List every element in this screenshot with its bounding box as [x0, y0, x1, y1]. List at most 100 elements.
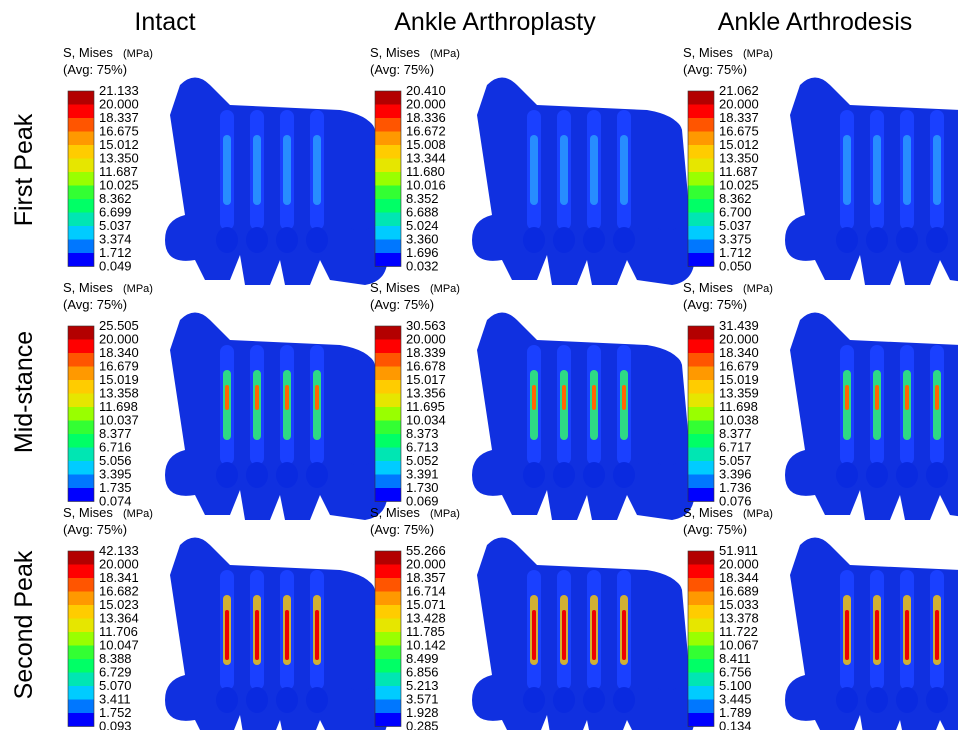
- metatarsal-head: [216, 227, 238, 253]
- metatarsal-head: [306, 462, 328, 488]
- legend-bin: [375, 488, 401, 502]
- stress-peak: [562, 610, 566, 660]
- metatarsal-head: [246, 462, 268, 488]
- legend-value: 18.340: [719, 345, 759, 360]
- legend-value: 0.069: [406, 494, 439, 509]
- legend-value: 1.789: [719, 705, 752, 720]
- stress-panel: S, Mises (MPa) (Avg: 75%) 55.26620.00018.35…: [370, 505, 695, 730]
- legend-bin: [68, 185, 94, 199]
- legend-value: 20.000: [406, 557, 446, 572]
- legend-bin: [688, 672, 714, 686]
- legend-value: 5.037: [99, 218, 132, 233]
- legend-value: 13.350: [719, 151, 759, 166]
- legend-bin: [688, 434, 714, 448]
- legend-bin: [68, 659, 94, 673]
- legend-bin: [68, 212, 94, 226]
- legend-bin: [688, 199, 714, 213]
- legend-value: 8.362: [719, 191, 752, 206]
- legend-bin: [688, 447, 714, 461]
- legend-value: 20.000: [406, 97, 446, 112]
- legend-bin: [68, 104, 94, 118]
- legend-bin: [68, 91, 94, 105]
- legend-value: 1.752: [99, 705, 132, 720]
- legend-unit: (MPa): [743, 283, 773, 295]
- legend-value: 16.679: [99, 359, 139, 374]
- legend-unit: (MPa): [743, 508, 773, 520]
- legend-averaging: (Avg: 75%): [683, 522, 747, 537]
- legend-title: S, Mises: [683, 45, 733, 60]
- legend-value: 42.133: [99, 543, 139, 558]
- legend-bin: [68, 393, 94, 407]
- metatarsal-head: [216, 687, 238, 713]
- legend-bin: [68, 447, 94, 461]
- legend-value: 1.712: [99, 245, 132, 260]
- stress-peak: [905, 385, 909, 410]
- legend-value: 16.678: [406, 359, 446, 374]
- legend-bin: [375, 474, 401, 488]
- legend-value: 15.033: [719, 597, 759, 612]
- stress-zone: [590, 135, 598, 205]
- metatarsal-head: [553, 687, 575, 713]
- legend-value: 6.716: [99, 440, 132, 455]
- legend-bin: [375, 407, 401, 421]
- legend-title: S, Mises: [63, 505, 113, 520]
- fifth-metatarsal: [345, 120, 375, 230]
- legend-bin: [68, 474, 94, 488]
- legend-bin: [688, 713, 714, 727]
- legend-value: 13.350: [99, 151, 139, 166]
- legend-bin: [688, 474, 714, 488]
- legend-value: 0.076: [719, 494, 752, 509]
- legend-value: 11.706: [99, 624, 138, 639]
- stress-peak: [592, 610, 596, 660]
- legend-bin: [688, 407, 714, 421]
- legend-bin: [68, 158, 94, 172]
- stress-panel: S, Mises (MPa) (Avg: 75%) 30.56320.00018.33…: [370, 280, 695, 520]
- metatarsal-head: [523, 687, 545, 713]
- legend-value: 1.696: [406, 245, 439, 260]
- legend-value: 30.563: [406, 318, 446, 333]
- legend-bin: [375, 239, 401, 253]
- legend-value: 18.337: [99, 110, 139, 125]
- legend-value: 15.012: [719, 137, 759, 152]
- legend-bin: [68, 326, 94, 340]
- legend-bin: [688, 339, 714, 353]
- legend-value: 20.000: [719, 97, 759, 112]
- legend-title: S, Mises: [683, 280, 733, 295]
- legend-value: 3.360: [406, 232, 439, 247]
- legend-value: 8.411: [719, 651, 751, 666]
- legend-value: 16.679: [719, 359, 759, 374]
- legend-value: 20.000: [99, 557, 139, 572]
- stress-zone: [620, 135, 628, 205]
- fifth-metatarsal: [652, 120, 682, 230]
- legend-averaging: (Avg: 75%): [63, 297, 127, 312]
- metatarsal-head: [306, 227, 328, 253]
- legend-value: 5.057: [719, 453, 752, 468]
- stress-peak: [532, 385, 536, 410]
- legend-bin: [375, 380, 401, 394]
- legend-value: 51.911: [719, 543, 758, 558]
- bone-model: [785, 312, 958, 520]
- stress-peak: [622, 385, 626, 410]
- legend-value: 13.428: [406, 611, 446, 626]
- legend-value: 3.571: [406, 692, 439, 707]
- stress-peak: [845, 610, 849, 660]
- legend-bin: [688, 393, 714, 407]
- legend-value: 11.722: [719, 624, 758, 639]
- legend-bin: [375, 578, 401, 592]
- legend-bin: [375, 158, 401, 172]
- stress-panel: S, Mises (MPa) (Avg: 75%) 20.41020.00018.33…: [370, 45, 695, 285]
- stress-zone: [223, 135, 231, 205]
- legend-unit: (MPa): [123, 283, 153, 295]
- legend-bin: [375, 326, 401, 340]
- legend-value: 18.341: [99, 570, 139, 585]
- legend-frame: [374, 325, 402, 502]
- legend-bin: [375, 420, 401, 434]
- legend-averaging: (Avg: 75%): [370, 522, 434, 537]
- stress-zone: [253, 135, 261, 205]
- legend-bin: [375, 434, 401, 448]
- legend-bin: [688, 605, 714, 619]
- legend-bin: [68, 564, 94, 578]
- metatarsal-head: [583, 687, 605, 713]
- legend-bin: [688, 591, 714, 605]
- legend-averaging: (Avg: 75%): [683, 62, 747, 77]
